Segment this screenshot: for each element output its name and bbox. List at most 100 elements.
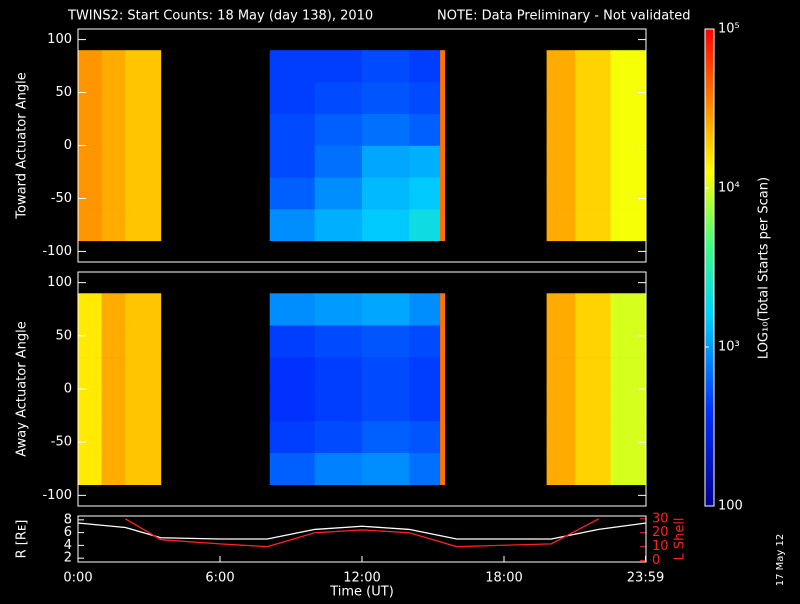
heatmap-cell <box>546 389 576 422</box>
heatmap-cell <box>610 420 647 454</box>
colorbar <box>704 28 715 507</box>
series-line <box>77 522 647 540</box>
heatmap-cell <box>362 81 410 115</box>
heatmap-cell <box>101 357 126 390</box>
heatmap-cell <box>440 389 446 422</box>
y-tick-label: 8 <box>64 512 72 527</box>
heatmap-cell <box>575 389 611 422</box>
heatmap-cell <box>409 177 441 210</box>
heatmap-cell <box>269 357 315 390</box>
y-tick-label: -100 <box>42 488 72 503</box>
heatmap-cell <box>125 325 162 358</box>
heatmap-cell <box>409 389 441 422</box>
heatmap-cell <box>362 293 410 326</box>
heatmap-cell <box>362 357 410 390</box>
heatmap-cell <box>125 452 162 486</box>
heatmap-cell <box>440 113 446 146</box>
heatmap-cell <box>125 113 162 146</box>
heatmap-cell <box>101 50 126 83</box>
heatmap-cell <box>78 357 102 390</box>
heatmap-cell <box>610 113 647 146</box>
heatmap-cell <box>314 145 363 178</box>
heatmap-cell <box>362 452 410 486</box>
heatmap-cell <box>78 145 102 178</box>
heatmap-cell <box>546 177 576 210</box>
colorbar-tick-label: 100 <box>718 499 743 514</box>
heatmap-cell <box>409 293 441 326</box>
heatmap-cell <box>78 293 102 326</box>
heatmap-cell <box>440 177 446 210</box>
heatmap-cell <box>409 420 441 454</box>
y2-tick-label: 30 <box>652 511 669 526</box>
heatmap-cell <box>78 420 102 454</box>
y2-tick-label: 20 <box>652 525 669 540</box>
heatmap-cell <box>314 293 363 326</box>
plot-frame <box>77 271 647 507</box>
y-tick-label: 2 <box>64 551 72 566</box>
x-tick-label: 0:00 <box>63 571 92 586</box>
heatmap-cell <box>610 389 647 422</box>
heatmap-cell <box>269 209 315 242</box>
heatmap-cell <box>78 81 102 115</box>
heatmap-cell <box>78 50 102 83</box>
heatmap-cell <box>362 389 410 422</box>
heatmap-cell <box>125 420 162 454</box>
heatmap-cell <box>575 420 611 454</box>
heatmap-cell <box>610 177 647 210</box>
colorbar-tick-label: 10³ <box>718 340 740 355</box>
heatmap-cell <box>440 325 446 358</box>
y-tick-label: -50 <box>51 435 72 450</box>
heatmap-cell <box>440 50 446 83</box>
heatmap-cell <box>440 81 446 115</box>
heatmap-cell <box>546 325 576 358</box>
heatmap-cell <box>575 50 611 83</box>
heatmap-cell <box>125 209 162 242</box>
heatmap-cell <box>575 177 611 210</box>
heatmap-cell <box>125 177 162 210</box>
heatmap-cell <box>125 50 162 83</box>
heatmap-cell <box>78 177 102 210</box>
heatmap-cell <box>546 81 576 115</box>
chart-title: TWINS2: Start Counts: 18 May (day 138), … <box>67 9 373 24</box>
footer-date: 17 May 12 <box>775 534 786 586</box>
y-tick-label: 6 <box>64 525 72 540</box>
x-axis-label: Time (UT) <box>329 585 394 600</box>
y-tick-label: -50 <box>51 191 72 206</box>
heatmap-cell <box>409 113 441 146</box>
heatmap-cell <box>575 357 611 390</box>
heatmap-cell <box>314 325 363 358</box>
heatmap-cell <box>125 145 162 178</box>
y2-axis-label: L Shell <box>673 517 688 560</box>
heatmap-cell <box>409 209 441 242</box>
heatmap-cell <box>440 293 446 326</box>
heatmap-cell <box>101 145 126 178</box>
heatmap-cell <box>125 293 162 326</box>
heatmap-cell <box>269 293 315 326</box>
heatmap-cell <box>101 293 126 326</box>
heatmap-cell <box>269 145 315 178</box>
heatmap-cell <box>610 357 647 390</box>
heatmap-cell <box>546 420 576 454</box>
colorbar-tick-label: 10⁴ <box>718 181 740 196</box>
heatmap-cell <box>409 50 441 83</box>
heatmap-cell <box>269 452 315 486</box>
heatmap-cell <box>125 357 162 390</box>
y-tick-label: 100 <box>47 275 72 290</box>
y-tick-label: 50 <box>55 85 72 100</box>
heatmap-cell <box>78 113 102 146</box>
heatmap-cell <box>101 452 126 486</box>
series-line <box>125 518 599 548</box>
y-tick-label: 100 <box>47 32 72 47</box>
heatmap-cell <box>269 81 315 115</box>
heatmap-cell <box>546 50 576 83</box>
y-tick-label: 0 <box>64 138 72 153</box>
heatmap-cell <box>440 452 446 486</box>
heatmap-cell <box>314 50 363 83</box>
heatmap-cell <box>575 293 611 326</box>
heatmap-cell <box>575 209 611 242</box>
heatmap-cell <box>101 81 126 115</box>
heatmap-cell <box>575 452 611 486</box>
x-tick-label: 12:00 <box>343 571 380 586</box>
heatmap-cell <box>610 325 647 358</box>
heatmap-cell <box>125 389 162 422</box>
